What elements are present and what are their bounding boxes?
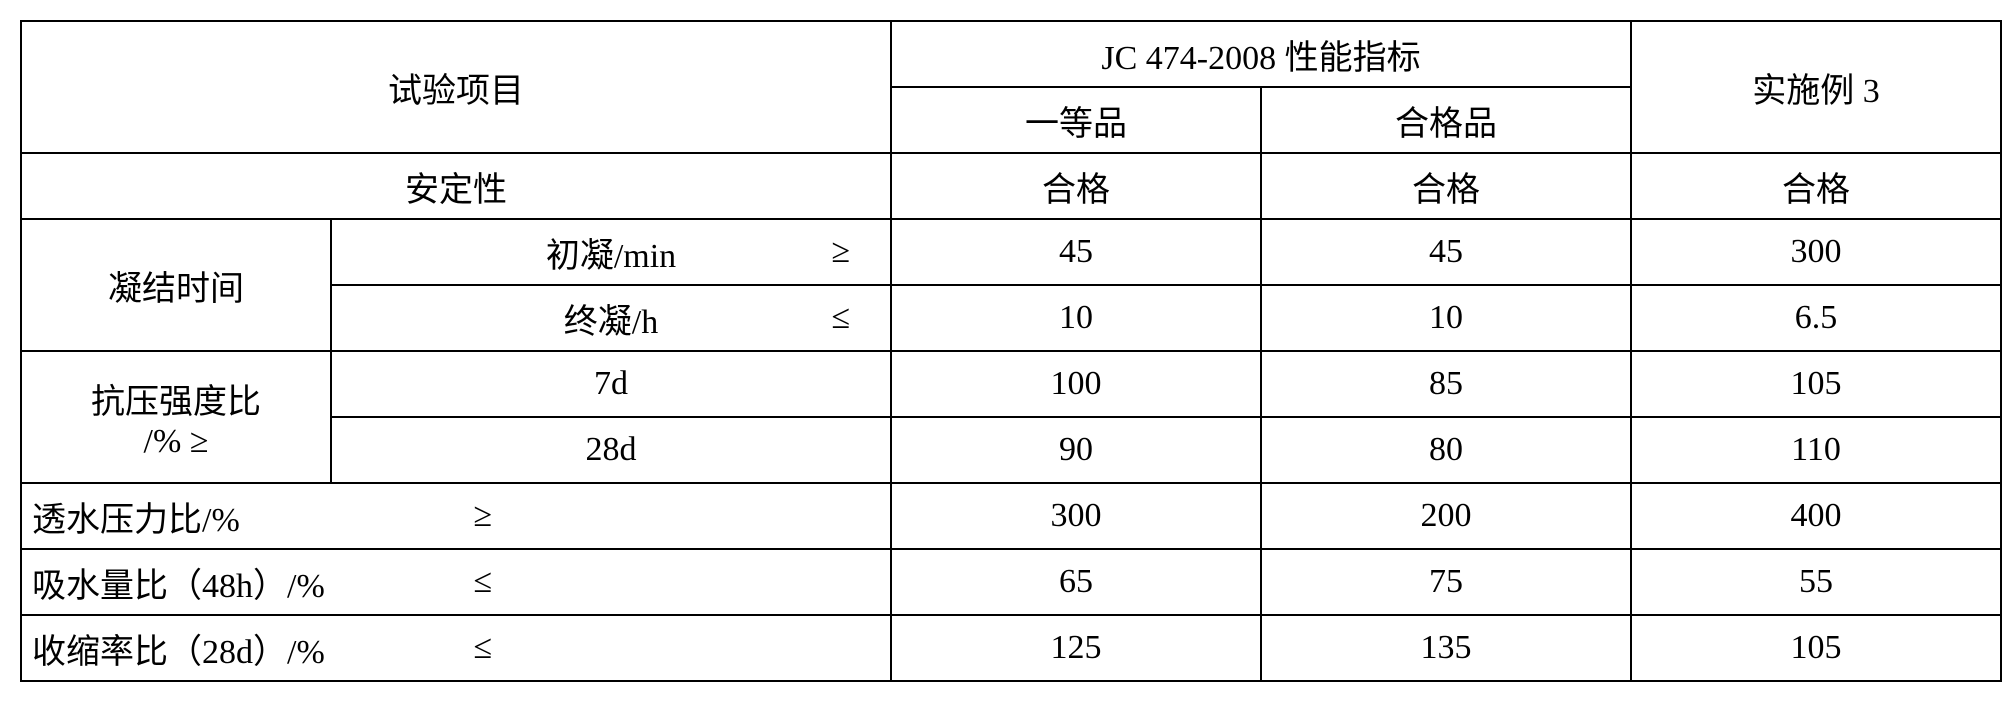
row-comp-28d-ex3: 110 bbox=[1631, 417, 2001, 483]
sym-text: ≤ bbox=[473, 563, 492, 601]
label-text: 初凝/min bbox=[546, 238, 676, 275]
row-setting-final-g2: 10 bbox=[1261, 285, 1631, 351]
row-absorb-g1: 65 bbox=[891, 549, 1261, 615]
table-row: 吸水量比（48h）/% ≤ 65 75 55 bbox=[21, 549, 2001, 615]
row-shrink-label: 收缩率比（28d）/% ≤ bbox=[21, 615, 891, 681]
row-setting-final-g1: 10 bbox=[891, 285, 1261, 351]
row-setting-initial-g2: 45 bbox=[1261, 219, 1631, 285]
row-absorb-ex3: 55 bbox=[1631, 549, 2001, 615]
table-header-row: 试验项目 JC 474-2008 性能指标 实施例 3 bbox=[21, 21, 2001, 87]
row-comp-7d-g1: 100 bbox=[891, 351, 1261, 417]
row-comp-7d-g2: 85 bbox=[1261, 351, 1631, 417]
row-perm-ex3: 400 bbox=[1631, 483, 2001, 549]
label-text: 终凝/h bbox=[564, 304, 658, 341]
header-spec-title: JC 474-2008 性能指标 bbox=[891, 21, 1631, 87]
row-setting-final-label: 终凝/h ≤ bbox=[331, 285, 891, 351]
row-perm-g1: 300 bbox=[891, 483, 1261, 549]
row-setting-initial-ex3: 300 bbox=[1631, 219, 2001, 285]
header-grade2: 合格品 bbox=[1261, 87, 1631, 153]
row-setting-group: 凝结时间 bbox=[21, 219, 331, 351]
row-comp-28d-g2: 80 bbox=[1261, 417, 1631, 483]
row-comp-7d-ex3: 105 bbox=[1631, 351, 2001, 417]
table-row: 凝结时间 初凝/min ≥ 45 45 300 bbox=[21, 219, 2001, 285]
row-soundness-g1: 合格 bbox=[891, 153, 1261, 219]
row-shrink-g1: 125 bbox=[891, 615, 1261, 681]
sym-text: ≥ bbox=[831, 233, 850, 271]
row-soundness-g2: 合格 bbox=[1261, 153, 1631, 219]
row-absorb-label: 吸水量比（48h）/% ≤ bbox=[21, 549, 891, 615]
row-comp-28d-label: 28d bbox=[331, 417, 891, 483]
header-example3: 实施例 3 bbox=[1631, 21, 2001, 153]
row-comp-7d-label: 7d bbox=[331, 351, 891, 417]
spec-table: 试验项目 JC 474-2008 性能指标 实施例 3 一等品 合格品 安定性 … bbox=[20, 20, 2002, 682]
row-setting-final-ex3: 6.5 bbox=[1631, 285, 2001, 351]
sym-text: ≤ bbox=[473, 629, 492, 667]
row-soundness-ex3: 合格 bbox=[1631, 153, 2001, 219]
label-text: 吸水量比（48h）/% bbox=[32, 568, 325, 605]
row-setting-initial-g1: 45 bbox=[891, 219, 1261, 285]
row-setting-initial-label: 初凝/min ≥ bbox=[331, 219, 891, 285]
label-text: 透水压力比/% bbox=[32, 502, 240, 539]
table-row: 安定性 合格 合格 合格 bbox=[21, 153, 2001, 219]
comp-group-l1: 抗压强度比 bbox=[32, 374, 320, 423]
table-row: 透水压力比/% ≥ 300 200 400 bbox=[21, 483, 2001, 549]
sym-text: ≤ bbox=[831, 299, 850, 337]
header-test-item: 试验项目 bbox=[21, 21, 891, 153]
header-grade1: 一等品 bbox=[891, 87, 1261, 153]
comp-group-l2: /% ≥ bbox=[32, 423, 320, 461]
row-comp-28d-g1: 90 bbox=[891, 417, 1261, 483]
row-soundness-label: 安定性 bbox=[21, 153, 891, 219]
row-shrink-g2: 135 bbox=[1261, 615, 1631, 681]
table-row: 抗压强度比 /% ≥ 7d 100 85 105 bbox=[21, 351, 2001, 417]
sym-text: ≥ bbox=[473, 497, 492, 535]
label-text: 收缩率比（28d）/% bbox=[32, 634, 325, 671]
row-shrink-ex3: 105 bbox=[1631, 615, 2001, 681]
table-row: 收缩率比（28d）/% ≤ 125 135 105 bbox=[21, 615, 2001, 681]
row-absorb-g2: 75 bbox=[1261, 549, 1631, 615]
row-perm-g2: 200 bbox=[1261, 483, 1631, 549]
row-perm-label: 透水压力比/% ≥ bbox=[21, 483, 891, 549]
row-comp-group: 抗压强度比 /% ≥ bbox=[21, 351, 331, 483]
